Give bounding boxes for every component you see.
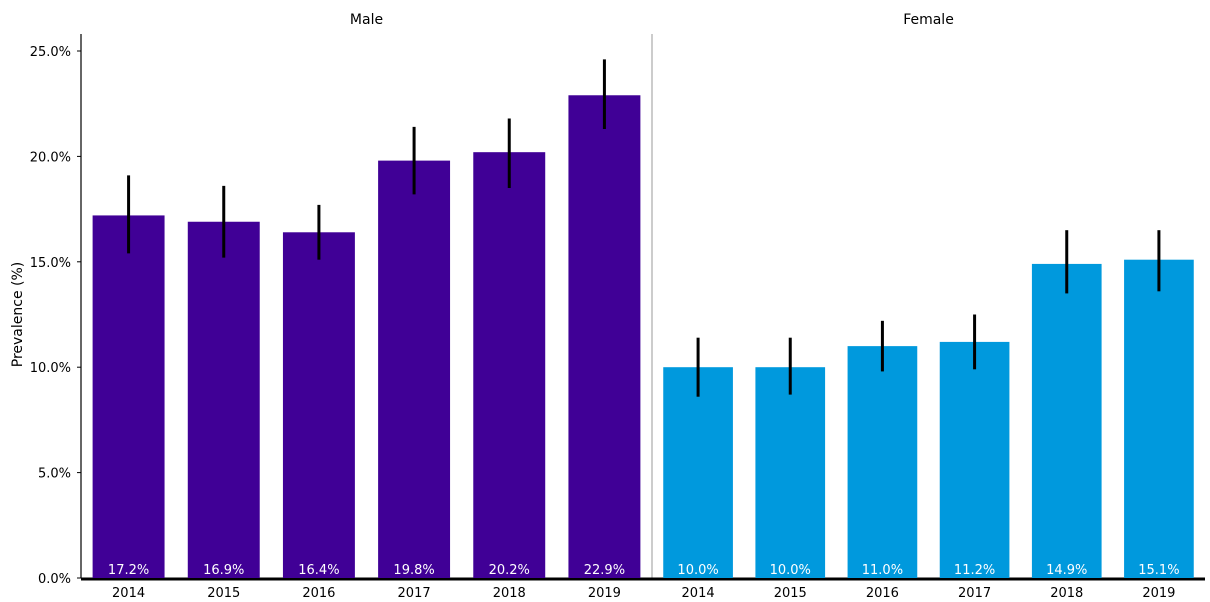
x-tick-label: 2019 xyxy=(1142,586,1175,601)
bar-value-label: 20.2% xyxy=(489,563,530,578)
bar xyxy=(1031,263,1102,578)
panel-male: Male 17.2% 2014 16.9% 2015 16.4% 2016 19.8% 2017… xyxy=(92,12,641,601)
bar xyxy=(847,346,918,578)
x-tick-label: 2018 xyxy=(1050,586,1083,601)
bar xyxy=(755,367,826,578)
chart-panels: Male 17.2% 2014 16.9% 2015 16.4% 2016 19.8% 2017… xyxy=(81,12,1205,601)
bar-value-label: 22.9% xyxy=(584,563,625,578)
x-tick-label: 2015 xyxy=(774,586,807,601)
panel-title: Female xyxy=(903,12,954,28)
x-tick-label: 2016 xyxy=(866,586,899,601)
bar xyxy=(187,221,260,579)
bar-value-label: 15.1% xyxy=(1138,563,1179,578)
bar-value-label: 16.9% xyxy=(203,563,244,578)
x-tick-label: 2017 xyxy=(398,586,431,601)
y-tick-label: 15.0% xyxy=(30,256,71,271)
bar-value-label: 11.2% xyxy=(954,563,995,578)
bar xyxy=(473,152,546,578)
y-axis-title: Prevalence (%) xyxy=(10,262,26,368)
y-tick-label: 20.0% xyxy=(30,150,71,165)
bar xyxy=(939,341,1010,578)
panel-female: Female 10.0% 2014 10.0% 2015 11.0% 2016 11.2% 20… xyxy=(663,12,1194,601)
bar xyxy=(282,232,355,578)
bar-value-label: 17.2% xyxy=(108,563,149,578)
x-tick-label: 2014 xyxy=(682,586,715,601)
y-tick-label: 5.0% xyxy=(38,467,71,482)
bar xyxy=(663,367,733,578)
bar xyxy=(92,215,165,578)
bar xyxy=(1124,259,1194,578)
x-tick-label: 2015 xyxy=(207,586,240,601)
bar-value-label: 10.0% xyxy=(677,563,718,578)
y-tick-label: 25.0% xyxy=(30,45,71,60)
x-tick-label: 2014 xyxy=(112,586,145,601)
bar-value-label: 14.9% xyxy=(1046,563,1087,578)
x-tick-label: 2016 xyxy=(302,586,335,601)
x-tick-label: 2018 xyxy=(493,586,526,601)
bar xyxy=(378,160,451,578)
bar-value-label: 10.0% xyxy=(770,563,811,578)
panel-title: Male xyxy=(350,12,383,28)
x-tick-label: 2017 xyxy=(958,586,991,601)
bar xyxy=(568,95,641,578)
y-tick-label: 10.0% xyxy=(30,361,71,376)
bar-value-label: 11.0% xyxy=(862,563,903,578)
y-tick-label: 0.0% xyxy=(38,572,71,587)
x-tick-label: 2019 xyxy=(588,586,621,601)
y-axis: 0.0% 5.0% 10.0% 15.0% 20.0% 25.0% xyxy=(30,34,82,587)
bar-value-label: 16.4% xyxy=(298,563,339,578)
bar-value-label: 19.8% xyxy=(393,563,434,578)
